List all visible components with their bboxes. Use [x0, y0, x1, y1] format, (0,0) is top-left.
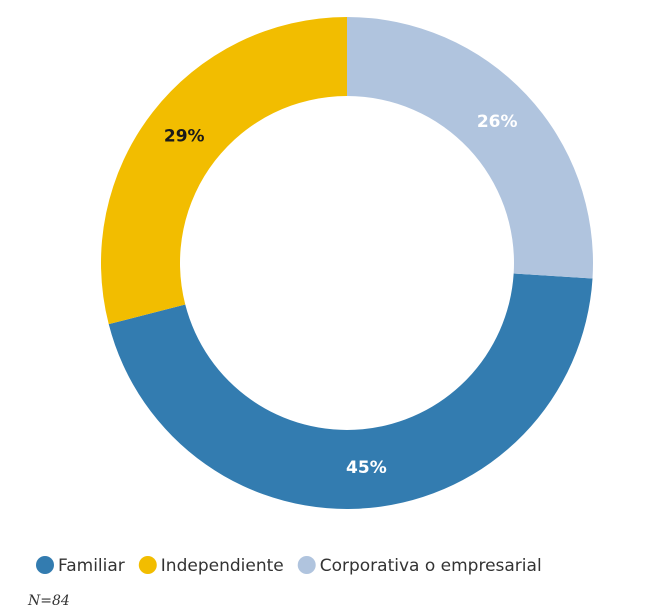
legend-swatch: [36, 556, 54, 574]
legend-swatch: [138, 556, 157, 574]
donut-segment: [100, 17, 347, 325]
legend-label: Familiar: [58, 556, 125, 576]
donut-segment: [347, 17, 593, 279]
data-label: 26%: [477, 112, 518, 132]
legend-label: Corporativa o empresarial: [320, 556, 542, 576]
data-label: 29%: [164, 127, 205, 147]
legend-label: Independiente: [161, 556, 284, 576]
legend-swatch: [297, 556, 316, 574]
note: N=84: [27, 593, 70, 609]
donut-segment: [108, 273, 593, 509]
data-label: 45%: [346, 458, 387, 478]
